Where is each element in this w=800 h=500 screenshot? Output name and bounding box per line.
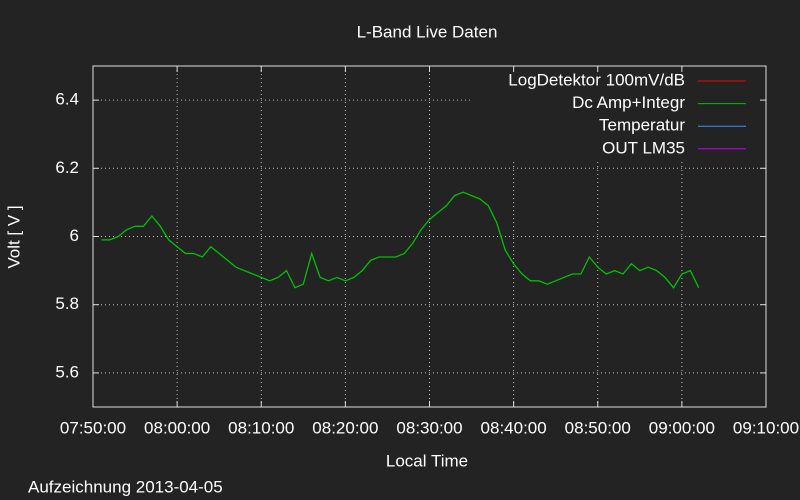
x-tick-label: 07:50:00 [60,418,126,437]
y-tick-label: 6 [70,226,79,245]
x-tick-label: 09:10:00 [733,418,799,437]
legend-background [470,68,764,160]
legend-label: LogDetektor 100mV/dB [508,70,685,89]
x-tick-label: 08:10:00 [228,418,294,437]
data-line [101,191,700,289]
y-tick-label: 6.2 [55,158,79,177]
legend-label: Temperatur [599,116,685,135]
y-tick-label: 5.6 [55,362,79,381]
plot [101,191,700,289]
y-axis-label: Volt [ V ] [4,205,23,268]
legend-label: Dc Amp+Integr [572,93,685,112]
footnote: Aufzeichnung 2013-04-05 [28,477,223,496]
x-tick-label: 08:00:00 [144,418,210,437]
chart-title: L-Band Live Daten [357,22,498,41]
x-tick-label: 09:00:00 [649,418,715,437]
x-tick-label: 08:40:00 [481,418,547,437]
x-tick-label: 08:30:00 [396,418,462,437]
y-tick-label: 6.4 [55,90,79,109]
x-tick-label: 08:20:00 [312,418,378,437]
x-axis-label: Local Time [386,451,468,470]
x-tick-label: 08:50:00 [565,418,631,437]
y-tick-label: 5.8 [55,294,79,313]
legend-label: OUT LM35 [602,138,685,157]
